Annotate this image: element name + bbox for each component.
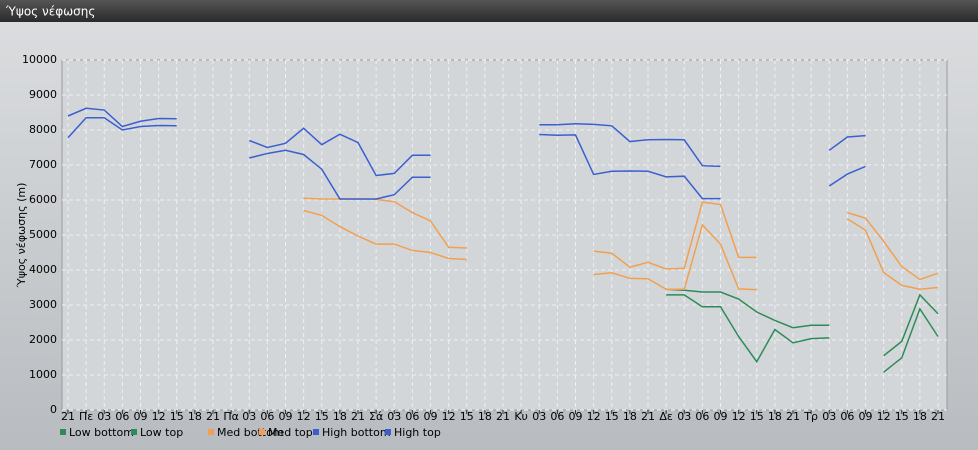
series-line xyxy=(303,197,939,281)
legend-swatch xyxy=(385,429,391,435)
x-tick-label: Πα xyxy=(223,410,239,423)
x-tick-label: 15 xyxy=(605,410,619,423)
x-tick-label: 21 xyxy=(931,410,945,423)
x-tick-label: 03 xyxy=(242,410,256,423)
x-tick-label: 06 xyxy=(260,410,274,423)
series-line xyxy=(666,288,939,357)
y-tick-label: 1000 xyxy=(29,368,57,381)
x-tick-label: 03 xyxy=(97,410,111,423)
x-tick-label: 09 xyxy=(279,410,293,423)
x-tick-label: 18 xyxy=(333,410,347,423)
x-tick-label: 09 xyxy=(714,410,728,423)
y-tick-label: 7000 xyxy=(29,158,57,171)
x-tick-label: 12 xyxy=(152,410,166,423)
series-line xyxy=(67,117,866,200)
y-tick-label: 0 xyxy=(50,403,57,416)
x-tick-label: Πε xyxy=(79,410,93,423)
x-tick-label: 21 xyxy=(496,410,510,423)
x-tick-label: 03 xyxy=(532,410,546,423)
x-tick-label: 09 xyxy=(424,410,438,423)
x-tick-label: 12 xyxy=(297,410,311,423)
x-tick-label: Τρ xyxy=(803,410,818,423)
y-tick-label: 3000 xyxy=(29,298,57,311)
series-line xyxy=(303,209,939,291)
x-tick-label: 09 xyxy=(569,410,583,423)
series-line xyxy=(67,107,866,177)
x-tick-label: 15 xyxy=(315,410,329,423)
x-tick-label: 12 xyxy=(587,410,601,423)
x-tick-label: 12 xyxy=(732,410,746,423)
legend-swatch xyxy=(60,429,66,435)
x-tick-label: 21 xyxy=(351,410,365,423)
x-tick-label: 12 xyxy=(442,410,456,423)
x-tick-label: 06 xyxy=(405,410,419,423)
y-tick-label: 8000 xyxy=(29,123,57,136)
x-tick-label: 21 xyxy=(206,410,220,423)
x-tick-label: Κυ xyxy=(514,410,528,423)
legend-swatch xyxy=(259,429,265,435)
x-tick-label: 18 xyxy=(478,410,492,423)
x-tick-label: 15 xyxy=(750,410,764,423)
x-tick-label: 03 xyxy=(822,410,836,423)
y-tick-label: 6000 xyxy=(29,193,57,206)
y-axis-label: Ύψος νέφωσης (m) xyxy=(15,183,28,289)
x-tick-label: 06 xyxy=(840,410,854,423)
x-tick-label: 09 xyxy=(134,410,148,423)
x-tick-label: 03 xyxy=(677,410,691,423)
x-tick-label: 21 xyxy=(641,410,655,423)
x-tick-label: 21 xyxy=(61,410,75,423)
x-tick-label: 06 xyxy=(550,410,564,423)
x-tick-label: 12 xyxy=(877,410,891,423)
x-tick-label: 03 xyxy=(387,410,401,423)
legend-swatch xyxy=(313,429,319,435)
title-bar xyxy=(0,0,978,22)
x-tick-label: 09 xyxy=(859,410,873,423)
chart-title: Ύψος νέφωσης xyxy=(5,5,95,19)
x-tick-label: 15 xyxy=(460,410,474,423)
legend-label: High top xyxy=(394,426,441,439)
x-tick-label: 15 xyxy=(170,410,184,423)
x-tick-label: 18 xyxy=(768,410,782,423)
x-tick-label: Δε xyxy=(659,410,673,423)
x-tick-label: 15 xyxy=(895,410,909,423)
y-tick-label: 5000 xyxy=(29,228,57,241)
legend-label: Med bottom xyxy=(217,426,284,439)
y-tick-label: 9000 xyxy=(29,88,57,101)
x-tick-label: 18 xyxy=(913,410,927,423)
series-line xyxy=(666,294,939,373)
legend-swatch xyxy=(208,429,214,435)
legend-label: Low top xyxy=(140,426,183,439)
x-tick-label: 18 xyxy=(623,410,637,423)
x-tick-label: 06 xyxy=(115,410,129,423)
legend-label: High bottom xyxy=(322,426,391,439)
y-tick-label: 4000 xyxy=(29,263,57,276)
legend-swatch xyxy=(131,429,137,435)
x-tick-label: 06 xyxy=(695,410,709,423)
legend-label: Low bottom xyxy=(69,426,134,439)
legend-label: Med top xyxy=(268,426,313,439)
x-tick-label: 21 xyxy=(786,410,800,423)
y-tick-label: 10000 xyxy=(22,53,57,66)
x-tick-label: 18 xyxy=(188,410,202,423)
y-tick-label: 2000 xyxy=(29,333,57,346)
x-tick-label: Σά xyxy=(369,410,383,423)
